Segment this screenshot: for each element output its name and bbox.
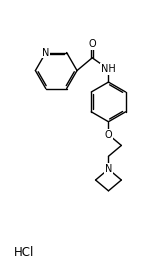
Text: HCl: HCl [14,247,35,259]
Text: N: N [42,48,49,58]
Text: O: O [105,130,112,140]
Text: N: N [105,164,112,174]
Text: NH: NH [101,64,116,74]
Text: O: O [88,39,96,49]
